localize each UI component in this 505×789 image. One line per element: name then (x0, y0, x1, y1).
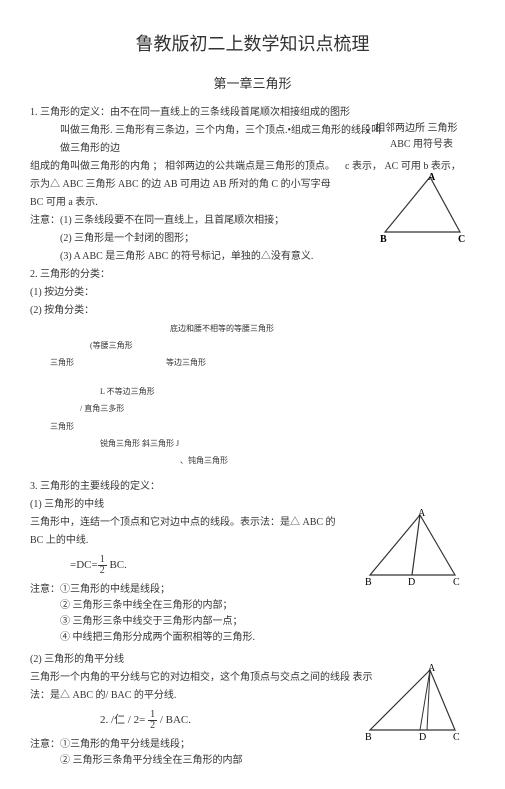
s1-n3: (3) A ABC 是三角形 ABC 的符号标记，单独的△没有意义. (60, 249, 475, 265)
s1-n2: (2) 三角形是一个封闭的图形； (60, 231, 475, 247)
c1-a: (等腰三角形 (90, 341, 133, 350)
median-c: C (453, 577, 460, 588)
c1-d: 等边三角形 (166, 358, 206, 367)
classification-block: 底边和腰不相等的等腰三角形 (等腰三角形 三角形 等边三角形 L 不等边三角形 … (90, 322, 475, 469)
c2-d: 锐角三角形 斜三角形 J (100, 437, 475, 451)
s1-l5: BC 可用 a 表示. (30, 195, 475, 211)
formula1b: BC. (109, 559, 126, 571)
s3-p1: 三角形中，连结一个顶点和它对边中点的线段。表示法：是△ ABC 的 (30, 515, 475, 531)
bis-c: C (453, 732, 460, 743)
s2-a: (1) 按边分类： (30, 285, 475, 301)
c2-c: 三角形 (50, 420, 475, 434)
formula2b: / BAC. (160, 714, 191, 726)
s3-p2: BC 上的中线. (30, 533, 475, 549)
s3-n4: ② 三角形三条角平分线全在三角形的内部 (60, 753, 475, 769)
bis-b: B (365, 732, 372, 743)
c1-c: 三角形 (50, 358, 74, 367)
median-d: D (408, 577, 415, 588)
median-b: B (365, 577, 372, 588)
s1-head: 1. 三角形的定义：由不在同一直线上的三条线段首尾顺次相接组成的图形 (30, 105, 475, 121)
s3-n1: ② 三角形三条中线全在三角形的内部； (60, 598, 475, 614)
s1-note: 注意：(1) 三条线段要不在同一直线上，且首尾顺次相接； (30, 213, 475, 229)
chapter-title: 第一章三角形 (30, 74, 475, 95)
c2-a: L 不等边三角形 (100, 385, 475, 399)
s2-b: (2) 按角分类： (30, 303, 475, 319)
s3-n2: ③ 三角形三条中线交于三角形内部一点； (60, 614, 475, 630)
s3-p4: 法：是△ ABC 的/ BAC 的平分线. (30, 688, 475, 704)
s1-l4: 示为△ ABC 三角形 ABC 的边 AB 可用边 AB 所对的角 C 的小写字… (30, 177, 475, 193)
c1-b: 底边和腰不相等的等腰三角形 (170, 322, 475, 336)
bis-d: D (419, 732, 426, 743)
c2-b: / 直角三多形 (80, 402, 475, 416)
s1-l1: 叫做三角形. 三角形有三条边，三个内角，三个顶点.•组成三角形的线段叫 (60, 123, 475, 139)
s2-head: 2. 三角形的分类： (30, 267, 475, 283)
c2-e: 、钝角三角形 (180, 454, 475, 468)
main-title: 鲁教版初二上数学知识点梳理 (30, 30, 475, 59)
s3-p3: 三角形一个内角的平分线与它的对边相交，这个角顶点与交点之间的线段 表示 (30, 670, 475, 686)
s1-l2: 做三角形的边 (60, 141, 475, 157)
formula1a: =DC= (70, 559, 98, 571)
s3-n3: ④ 中线把三角形分成两个面积相等的三角形. (60, 630, 475, 646)
formula2a: 2. /仁 / 2= (100, 714, 145, 726)
s3-head: 3. 三角形的主要线段的定义： (30, 479, 475, 495)
